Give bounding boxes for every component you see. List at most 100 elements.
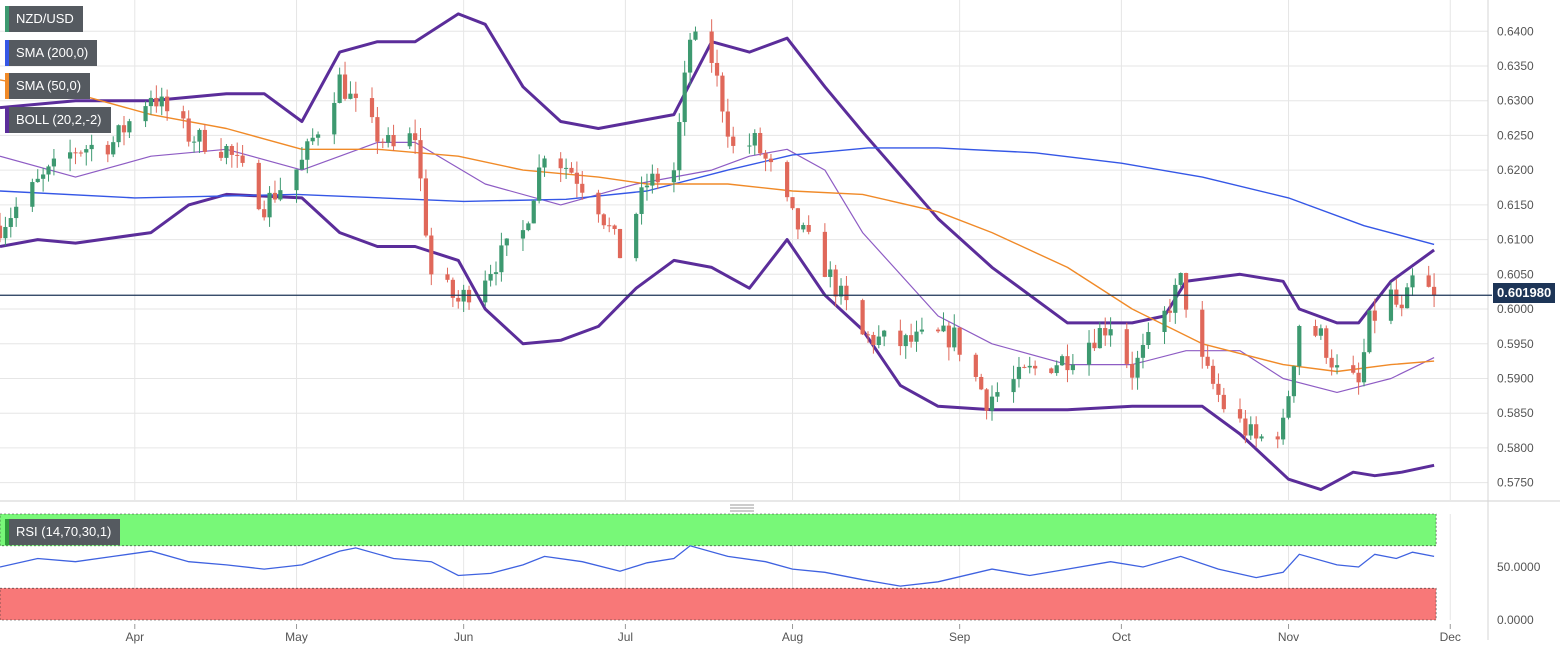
candle-body: [919, 329, 925, 332]
candle-body: [1329, 357, 1334, 368]
candle-body: [1011, 379, 1016, 393]
candle-body: [709, 31, 714, 63]
candle-body: [332, 102, 337, 135]
candle-body: [423, 178, 429, 236]
candle-body: [946, 325, 951, 348]
candle-body: [488, 273, 493, 281]
candle-body: [1351, 365, 1356, 373]
candle-body: [1426, 275, 1431, 287]
legend-sma50[interactable]: SMA (50,0): [5, 73, 91, 99]
candle-body: [838, 285, 844, 297]
candle-body: [1070, 364, 1075, 371]
candle-body: [558, 158, 563, 169]
candle-body: [758, 133, 763, 154]
candle-body: [1367, 310, 1372, 353]
candle-body: [41, 174, 46, 179]
candle-body: [1146, 331, 1151, 346]
candle-body: [973, 354, 978, 377]
candle-body: [181, 111, 186, 119]
candle-body: [262, 209, 267, 218]
candle-body: [235, 154, 240, 156]
candle-body: [580, 183, 585, 193]
candle-body: [1027, 365, 1032, 368]
candle-body: [1167, 310, 1173, 313]
y-tick-label: 0.6200: [1497, 163, 1534, 177]
candle-body: [143, 106, 148, 122]
candle-body: [1130, 363, 1135, 378]
y-tick-label: 0.6100: [1497, 233, 1534, 247]
candle-body: [865, 334, 871, 336]
candle-body: [607, 225, 612, 227]
y-tick-label: 0.6250: [1497, 128, 1534, 142]
legend-sma50-swatch: [5, 73, 9, 99]
candle-body: [1097, 328, 1102, 349]
candle-body: [493, 272, 499, 274]
candle-body: [218, 151, 224, 158]
candle-body: [1140, 345, 1146, 358]
candle-body: [299, 159, 305, 170]
candle-body: [1286, 396, 1291, 418]
rsi-oversold-zone: [0, 587, 1437, 621]
legend-boll-swatch: [5, 107, 9, 133]
candle-body: [909, 335, 914, 342]
legend-boll[interactable]: BOLL (20,2,-2): [5, 107, 111, 133]
candle-body: [687, 39, 693, 73]
candle-body: [790, 197, 795, 209]
candle-body: [634, 213, 639, 259]
pane-resize-handle[interactable]: [730, 504, 754, 512]
candle-body: [768, 158, 774, 163]
candle-body: [127, 121, 132, 133]
candle-body: [752, 133, 757, 146]
candles: [0, 19, 1437, 449]
candle-body: [256, 162, 261, 210]
boll-middle-line: [0, 141, 1435, 393]
candle-body: [1124, 329, 1129, 364]
candle-body: [1394, 289, 1399, 305]
candle-body: [30, 182, 35, 207]
candle-body: [876, 336, 881, 346]
rsi-series: [0, 545, 1435, 587]
candle-body: [1103, 328, 1108, 336]
legend-symbol[interactable]: NZD/USD: [5, 6, 83, 32]
y-tick-label: 0.6050: [1497, 267, 1534, 281]
candle-body: [51, 158, 57, 167]
legend-rsi-swatch: [5, 519, 9, 545]
candle-body: [1200, 309, 1205, 357]
candle-body: [380, 141, 385, 143]
candle-body: [294, 169, 299, 191]
candle-body: [671, 170, 677, 183]
candle-body: [1291, 366, 1297, 397]
candle-body: [526, 223, 531, 231]
candle-body: [1178, 273, 1183, 285]
candle-body: [35, 178, 40, 183]
legend-sma200-swatch: [5, 40, 9, 66]
main-gridlines: [0, 0, 1560, 640]
candle-body: [520, 230, 526, 239]
candle-body: [714, 62, 720, 76]
candle-body: [1281, 417, 1286, 440]
candle-body: [655, 173, 660, 183]
candle-body: [229, 145, 234, 155]
candle-body: [1162, 310, 1167, 332]
candle-body: [186, 118, 191, 142]
candle-body: [1318, 328, 1323, 336]
candle-body: [644, 185, 650, 188]
candle-body: [67, 152, 73, 159]
candle-body: [531, 200, 536, 224]
candle-body: [391, 135, 396, 147]
candle-body: [1092, 342, 1097, 349]
candle-body: [1313, 326, 1318, 336]
legend-sma200[interactable]: SMA (200,0): [5, 40, 98, 66]
candle-body: [159, 96, 164, 107]
y-tick-label: 0.5800: [1497, 441, 1534, 455]
candle-body: [833, 269, 838, 297]
axes: 0.5750 0.5800 0.5850 0.5900 0.5950 0.6000 0.60…: [125, 24, 1540, 644]
candle-body: [466, 289, 472, 303]
candle-body: [348, 93, 353, 99]
main-pane-bg: [0, 0, 1488, 500]
y-tick-label: 0.6400: [1497, 24, 1534, 38]
legend-rsi[interactable]: RSI (14,70,30,1): [5, 519, 121, 545]
candle-body: [935, 329, 941, 332]
candle-body: [601, 214, 606, 226]
candle-body: [1410, 275, 1415, 288]
